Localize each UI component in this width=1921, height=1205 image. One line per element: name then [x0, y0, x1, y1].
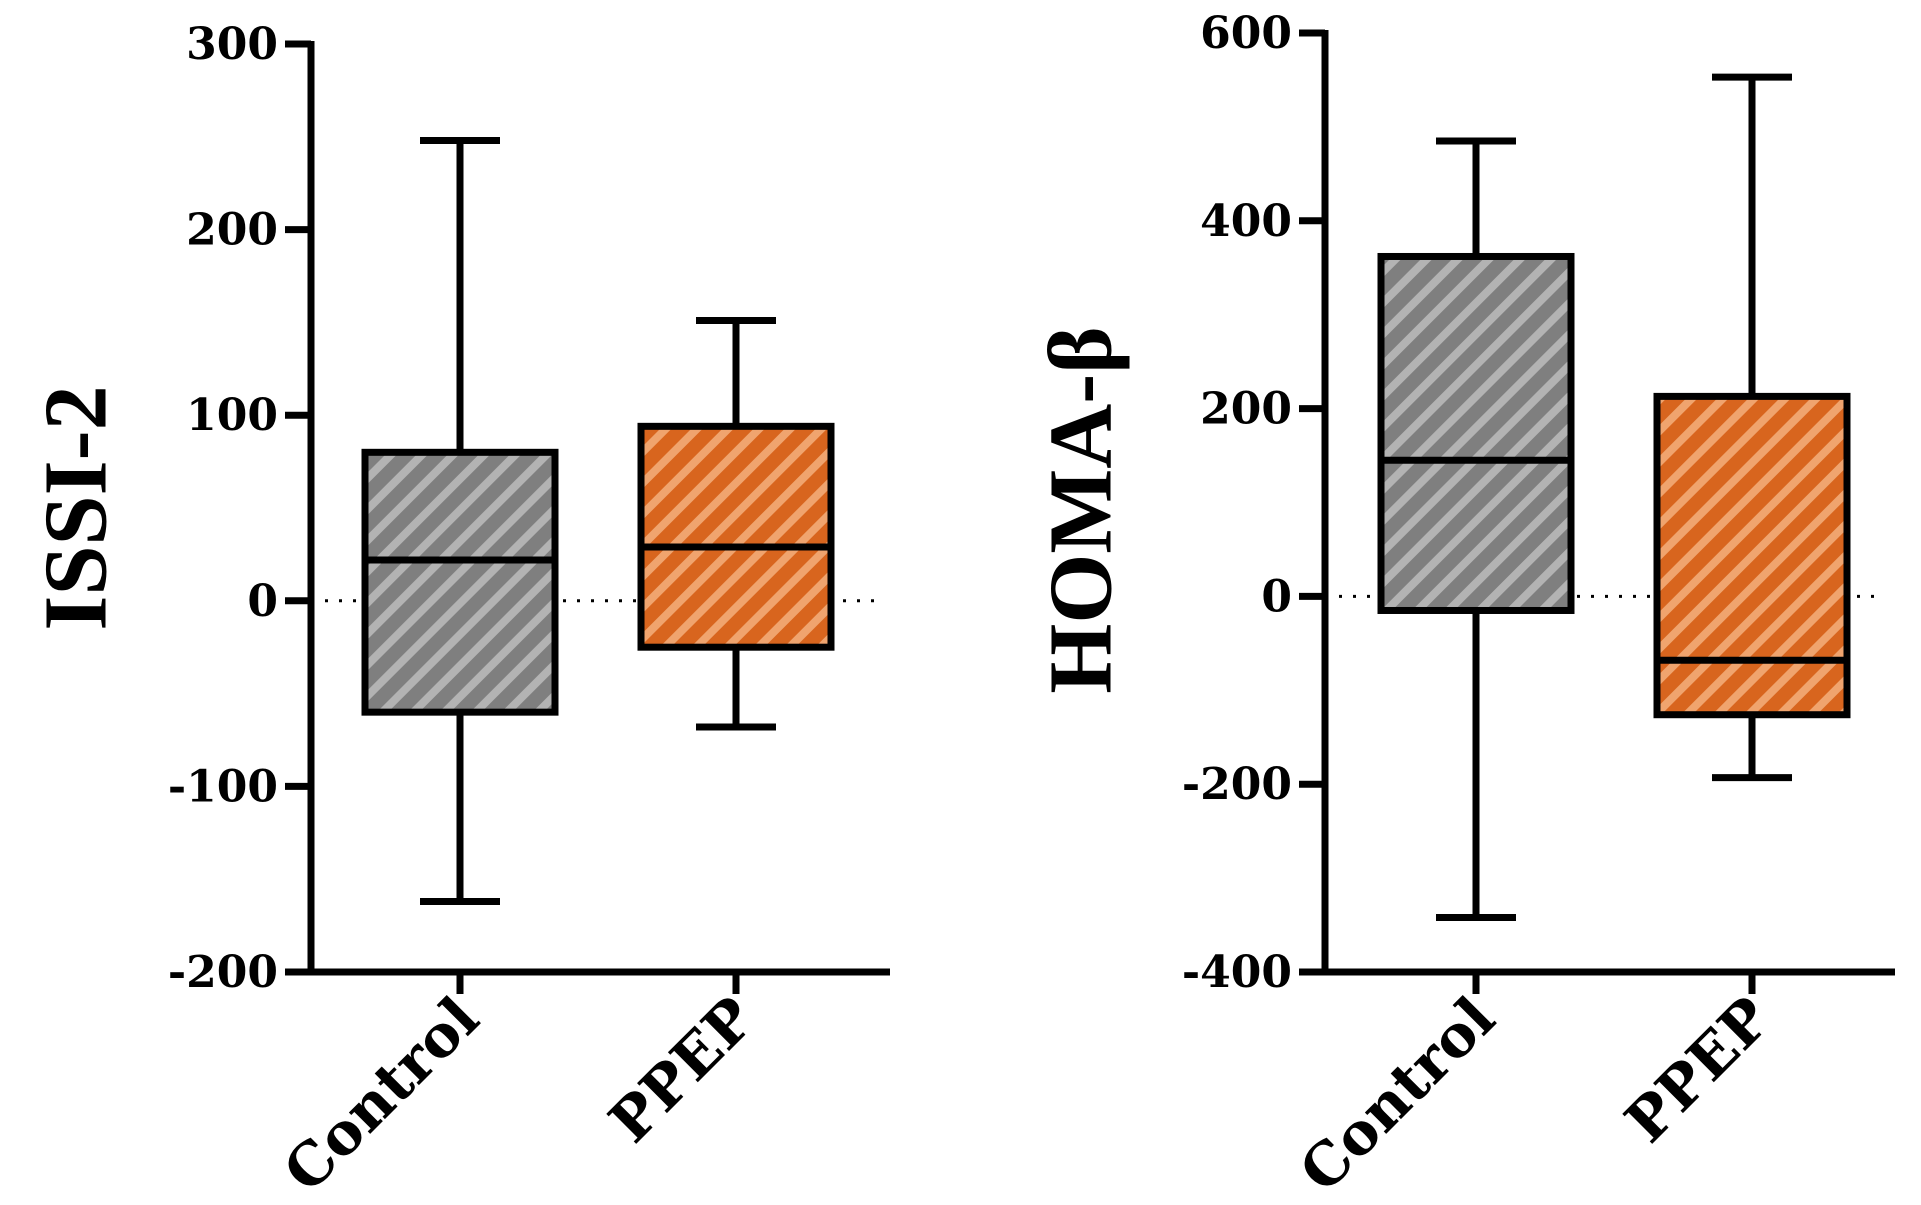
- y-tick-label: -200: [1182, 759, 1292, 810]
- control-box: [1377, 252, 1575, 614]
- y-tick-label: -100: [168, 761, 278, 812]
- control-box: [361, 448, 559, 716]
- y-tick-label: 200: [1200, 384, 1292, 435]
- y-tick-label: 100: [186, 390, 278, 441]
- ppep-box: [1653, 392, 1851, 719]
- homa-beta-panel: -400 -200 0 200 400 600 Control PPEP HOMA-β: [1032, 8, 1895, 1205]
- y-tick-label: 200: [186, 205, 278, 256]
- y-axis-title: ISSI-2: [27, 385, 126, 630]
- x-category-label: Control: [1287, 984, 1508, 1205]
- y-tick-label: 0: [247, 576, 278, 627]
- y-tick-label: -200: [168, 947, 278, 998]
- y-tick-label: -400: [1182, 947, 1292, 998]
- y-tick-label: 300: [186, 19, 278, 70]
- x-category-label: Control: [271, 984, 492, 1205]
- y-axis-title: HOMA-β: [1032, 326, 1131, 693]
- y-tick-label: 600: [1200, 8, 1292, 59]
- x-category-label: PPEP: [1612, 984, 1784, 1156]
- issi2-panel: -200 -100 0 100 200 300 Control PPEP ISSI-2: [27, 19, 890, 1205]
- y-tick-label: 0: [1261, 571, 1292, 622]
- y-tick-label: 400: [1200, 196, 1292, 247]
- x-category-label: PPEP: [596, 984, 768, 1156]
- ppep-box: [637, 422, 835, 651]
